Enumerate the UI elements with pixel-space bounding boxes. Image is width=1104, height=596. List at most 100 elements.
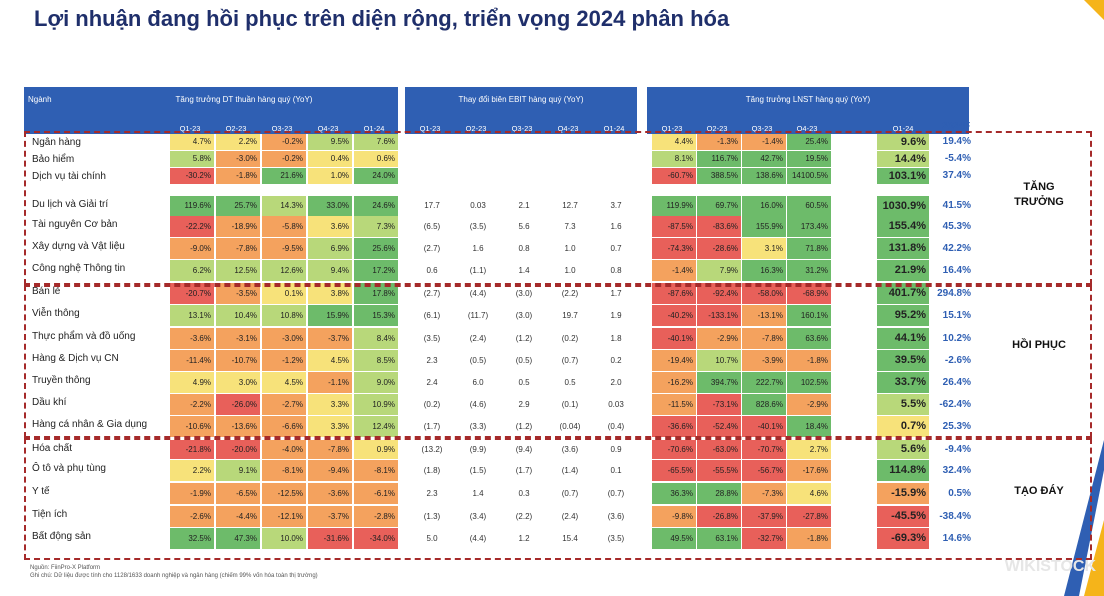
revenue-growth-cell: 3.3% xyxy=(308,394,352,415)
npat-growth-cell: -92.4% xyxy=(697,283,741,304)
revenue-growth-cell: -1.8% xyxy=(216,168,260,184)
forecast-2024-cell: 26.4% xyxy=(942,377,971,388)
revenue-growth-cell: -22.2% xyxy=(170,216,214,237)
revenue-growth-cell: 12.5% xyxy=(216,260,260,281)
header-ebit-label: Thay đổi biên EBIT hàng quý (YoY) xyxy=(458,95,584,104)
ebit-margin-cell: 0.1 xyxy=(610,466,622,475)
revenue-growth-cell: 9.4% xyxy=(308,260,352,281)
npat-growth-cell: -55.5% xyxy=(697,460,741,481)
npat-growth-cell: -1.3% xyxy=(697,134,741,150)
quarter-label-npat: Q1-23 xyxy=(661,124,683,133)
ebit-margin-cell: 0.8 xyxy=(518,244,530,253)
revenue-growth-cell: -2.7% xyxy=(262,394,306,415)
revenue-growth-cell: 1.0% xyxy=(308,168,352,184)
forecast-2024-cell: 32.4% xyxy=(942,465,971,476)
npat-growth-cell: 36.3% xyxy=(652,483,696,504)
quarter-label-npat: Q3-23 xyxy=(751,124,773,133)
npat-q1-24-cell: 131.8% xyxy=(877,238,929,259)
row-sector-name: Bán lẻ xyxy=(32,286,61,297)
npat-growth-cell: -16.2% xyxy=(652,372,696,393)
ebit-margin-cell: (1.4) xyxy=(561,466,579,475)
header-npat: Tăng trưởng LNST hàng quý (YoY) xyxy=(647,87,969,134)
ebit-margin-cell: 0.9 xyxy=(610,445,622,454)
ebit-margin-cell: 2.1 xyxy=(518,201,530,210)
group-label-growth: TĂNG TRƯỞNG xyxy=(1014,181,1064,208)
npat-growth-cell: -3.9% xyxy=(742,350,786,371)
ebit-margin-cell: 2.4 xyxy=(426,378,438,387)
quarter-label-ebit: Q3-23 xyxy=(511,124,533,133)
revenue-growth-cell: -8.1% xyxy=(262,460,306,481)
ebit-margin-cell: (3.6) xyxy=(561,445,579,454)
forecast-2024-cell: -2.6% xyxy=(944,355,971,366)
npat-growth-cell: 155.9% xyxy=(742,216,786,237)
ebit-margin-cell: (0.2) xyxy=(561,334,579,343)
npat-growth-cell: -2.9% xyxy=(787,394,831,415)
group-box-growth xyxy=(24,131,1092,285)
npat-growth-cell: 28.8% xyxy=(697,483,741,504)
npat-growth-cell: -17.6% xyxy=(787,460,831,481)
quarter-label-ebit: Q2-23 xyxy=(465,124,487,133)
revenue-growth-cell: 8.5% xyxy=(354,350,398,371)
npat-growth-cell: -52.4% xyxy=(697,416,741,437)
ebit-margin-cell: (2.4) xyxy=(469,334,487,343)
npat-growth-cell: -60.7% xyxy=(652,168,696,184)
npat-growth-cell: 69.7% xyxy=(697,196,741,216)
revenue-growth-cell: -30.2% xyxy=(170,168,214,184)
quarter-label-revenue: Q3-23 xyxy=(271,124,293,133)
ebit-margin-cell: 5.0 xyxy=(426,534,438,543)
npat-growth-cell: 49.5% xyxy=(652,528,696,549)
page-title: Lợi nhuận đang hồi phục trên diện rộng, … xyxy=(34,6,730,31)
revenue-growth-cell: -5.8% xyxy=(262,216,306,237)
revenue-growth-cell: 9.5% xyxy=(308,134,352,150)
npat-growth-cell: 4.6% xyxy=(787,483,831,504)
forecast-2024-cell: 14.6% xyxy=(942,533,971,544)
revenue-growth-cell: 4.7% xyxy=(170,134,214,150)
ebit-margin-cell: 7.3 xyxy=(564,222,576,231)
revenue-growth-cell: -6.1% xyxy=(354,483,398,504)
revenue-growth-cell: 17.2% xyxy=(354,260,398,281)
forecast-2024-cell: 10.2% xyxy=(942,333,971,344)
npat-growth-cell: -87.5% xyxy=(652,216,696,237)
revenue-growth-cell: -26.0% xyxy=(216,394,260,415)
revenue-growth-cell: 9.0% xyxy=(354,372,398,393)
row-sector-name: Tài nguyên Cơ bản xyxy=(32,219,118,230)
row-sector-name: Hàng cá nhân & Gia dụng xyxy=(32,419,148,430)
ebit-margin-cell: 1.4 xyxy=(518,266,530,275)
revenue-growth-cell: -2.8% xyxy=(354,506,398,527)
ebit-margin-cell: (9.9) xyxy=(469,445,487,454)
revenue-growth-cell: -34.0% xyxy=(354,528,398,549)
ebit-margin-cell: 1.4 xyxy=(472,489,484,498)
revenue-growth-cell: -1.2% xyxy=(262,350,306,371)
revenue-growth-cell: 0.6% xyxy=(354,151,398,167)
ebit-margin-cell: 19.7 xyxy=(562,311,578,320)
forecast-2024-cell: 0.5% xyxy=(948,488,971,499)
group-box-recovery xyxy=(24,285,1092,438)
ebit-margin-cell: (2.7) xyxy=(423,289,441,298)
quarter-label-revenue: Q2-23 xyxy=(225,124,247,133)
ebit-margin-cell: 17.7 xyxy=(424,201,440,210)
revenue-growth-cell: 3.0% xyxy=(216,372,260,393)
revenue-growth-cell: 25.6% xyxy=(354,238,398,259)
row-sector-name: Hóa chất xyxy=(32,443,73,454)
ebit-margin-cell: (1.8) xyxy=(423,466,441,475)
ebit-margin-cell: 1.0 xyxy=(564,244,576,253)
ebit-margin-cell: (1.5) xyxy=(469,466,487,475)
npat-q1-24-cell: 155.4% xyxy=(877,216,929,237)
npat-growth-cell: 19.5% xyxy=(787,151,831,167)
revenue-growth-cell: 32.5% xyxy=(170,528,214,549)
ebit-margin-cell: (1.2) xyxy=(515,334,533,343)
npat-growth-cell: 60.5% xyxy=(787,196,831,216)
group-label-recovery: HỒI PHỤC xyxy=(1012,339,1066,351)
npat-growth-cell: 394.7% xyxy=(697,372,741,393)
npat-growth-cell: -58.0% xyxy=(742,283,786,304)
ebit-margin-cell: (0.5) xyxy=(515,356,533,365)
revenue-growth-cell: 0.4% xyxy=(308,151,352,167)
revenue-growth-cell: 10.9% xyxy=(354,394,398,415)
forecast-2024-cell: -62.4% xyxy=(939,399,971,410)
npat-growth-cell: 42.7% xyxy=(742,151,786,167)
npat-q1-24-cell: 21.9% xyxy=(877,260,929,281)
revenue-growth-cell: -13.6% xyxy=(216,416,260,437)
revenue-growth-cell: -6.6% xyxy=(262,416,306,437)
forecast-2024-cell: -38.4% xyxy=(939,511,971,522)
ebit-margin-cell: 1.2 xyxy=(518,534,530,543)
